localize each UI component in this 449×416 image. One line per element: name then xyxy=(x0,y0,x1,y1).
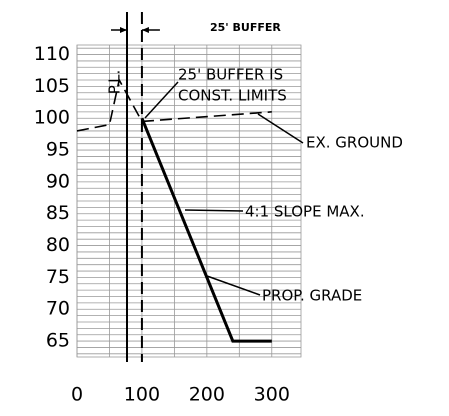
leader-line xyxy=(206,275,261,296)
leader-line xyxy=(144,81,179,119)
x-tick-label: 100 xyxy=(124,384,160,406)
x-tick-label: 200 xyxy=(189,384,225,406)
y-tick-label: 110 xyxy=(34,43,70,65)
y-tick-label: 70 xyxy=(46,298,70,320)
annotation: 4:1 SLOPE MAX. xyxy=(245,203,365,221)
annotation: EX. GROUND xyxy=(306,134,403,152)
y-tick-label: 80 xyxy=(46,234,70,256)
y-tick-label: 85 xyxy=(46,202,70,224)
leader-line xyxy=(184,209,244,212)
series-line xyxy=(140,117,272,343)
dimension-label: 25' BUFFER xyxy=(210,21,281,34)
arrowhead xyxy=(119,27,127,33)
x-tick-label: 300 xyxy=(254,384,290,406)
series-line xyxy=(76,77,272,132)
y-tick-label: 100 xyxy=(34,107,70,129)
leader-line xyxy=(257,113,304,144)
reference-label: P.L. xyxy=(105,70,123,95)
y-tick-label: 65 xyxy=(46,330,70,352)
plot-frame xyxy=(76,44,302,358)
y-tick-label: 90 xyxy=(46,170,70,192)
y-tick-label: 95 xyxy=(46,139,70,161)
y-tick-label: 75 xyxy=(46,266,70,288)
annotation: 25' BUFFER IS xyxy=(178,66,283,84)
annotation: CONST. LIMITS xyxy=(178,87,287,105)
arrowhead xyxy=(141,27,149,33)
y-tick-label: 105 xyxy=(34,75,70,97)
annotation: PROP. GRADE xyxy=(262,287,362,305)
x-tick-label: 0 xyxy=(71,384,83,406)
